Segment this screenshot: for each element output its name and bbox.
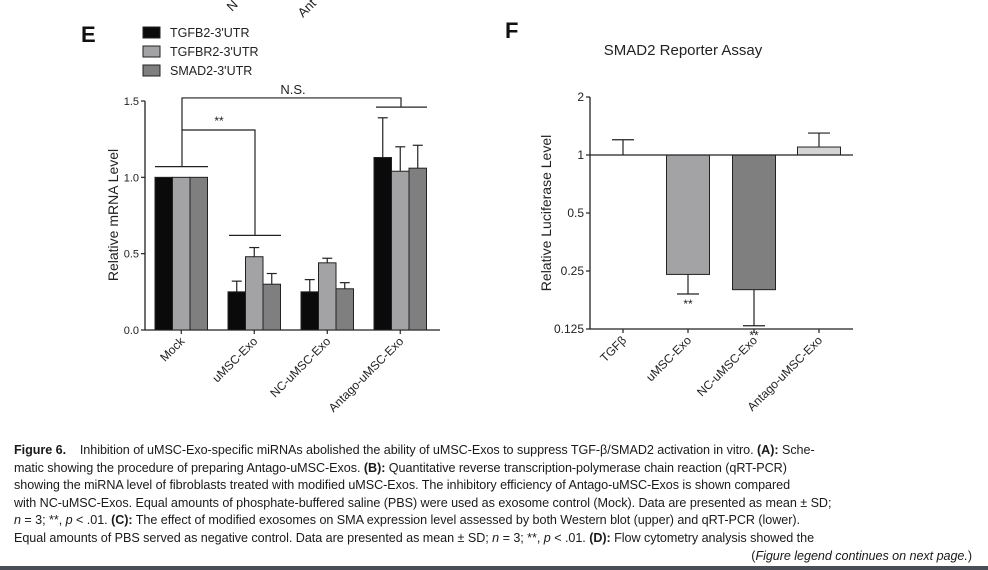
caption-bold-text: (B):	[363, 460, 386, 475]
caption-line: n = 3; **, p < .01. (C): The effect of m…	[14, 512, 972, 530]
bar	[172, 176, 191, 331]
bar	[189, 176, 208, 331]
y-axis-label: Relative mRNA Level	[105, 149, 121, 281]
caption-text: (	[751, 548, 756, 563]
caption-line: matic showing the procedure of preparing…	[14, 460, 972, 478]
caption-italic-text: p	[543, 530, 551, 545]
caption-text: Equal amounts of PBS served as negative …	[14, 530, 493, 545]
bar	[300, 291, 319, 331]
bar	[797, 146, 841, 156]
caption-text: = 3; **,	[20, 513, 66, 528]
figure-caption: Figure 6. Inhibition of uMSC-Exo-specifi…	[14, 442, 972, 565]
x-tick-label: uMSC-Exo	[209, 334, 260, 385]
caption-line: with NC-uMSC-Exos. Equal amounts of phos…	[14, 495, 972, 513]
caption-text: The effect of modified exosomes on SMA e…	[132, 513, 800, 528]
significance-label: **	[749, 329, 759, 343]
panel-f-chart: 0.125 0.25 0.5 1 2 Relative Luciferase Level T…	[538, 90, 853, 414]
caption-text: Flow cytometry analysis showed the	[610, 530, 815, 545]
legend-label: SMAD2-3'UTR	[170, 64, 252, 78]
bar	[245, 256, 264, 331]
bar	[732, 154, 776, 291]
bar	[318, 262, 337, 331]
caption-continuation: (Figure legend continues on next page.)	[14, 548, 972, 566]
bar	[262, 283, 281, 331]
page-bottom-rule	[0, 566, 988, 570]
bar	[154, 176, 173, 331]
caption-bold-text: (A):	[757, 443, 779, 457]
x-tick-label: Antago-uMSC-Exo	[326, 334, 407, 415]
caption-text: < .01.	[550, 530, 590, 545]
caption-bold-text: (D):	[589, 530, 611, 545]
legend-swatch	[142, 64, 161, 77]
x-tick-label: Mock	[157, 334, 188, 365]
caption-italic-text: n	[14, 513, 21, 528]
caption-line: Figure 6. Inhibition of uMSC-Exo-specifi…	[14, 442, 972, 460]
y-tick-label: 0.125	[554, 322, 584, 336]
top-cutoff-labels: N Ant	[224, 0, 320, 20]
caption-text: Quantitative reverse transcription-polym…	[385, 460, 787, 475]
x-tick-label: uMSC-Exo	[643, 333, 694, 384]
legend-label: TGFB2-3'UTR	[170, 26, 249, 40]
y-tick-label: 1.5	[124, 96, 139, 108]
panel-f-title: SMAD2 Reporter Assay	[604, 42, 763, 59]
panel-e: E TGFB2-3'UTR TGFBR2-3'UTR SMAD2-3'UTR 0.0…	[81, 22, 440, 415]
bar	[335, 288, 354, 331]
caption-text: Inhibition of uMSC-Exo-specific miRNAs a…	[66, 443, 758, 457]
panel-f-label: F	[505, 18, 518, 43]
caption-italic-text: n	[492, 530, 500, 545]
cutoff-label-2: Ant	[295, 0, 320, 20]
x-tick-label: TGFβ	[597, 333, 629, 365]
caption-bold-text: Figure 6.	[14, 443, 67, 457]
bar	[391, 170, 410, 331]
significance-label: **	[214, 114, 224, 128]
x-tick-label: NC-uMSC-Exo	[694, 333, 760, 399]
y-tick-label: 1	[577, 148, 584, 162]
bar	[227, 291, 246, 331]
y-tick-label: 2	[577, 90, 584, 104]
caption-line: showing the miRNA level of fibroblasts t…	[14, 477, 972, 495]
caption-text: Sche-	[778, 443, 815, 457]
legend-label: TGFBR2-3'UTR	[170, 45, 259, 59]
caption-line: Equal amounts of PBS served as negative …	[14, 530, 972, 548]
panel-f: F SMAD2 Reporter Assay 0.125 0.25 0.5 1 2 Rel…	[505, 18, 853, 414]
cutoff-label-1: N	[224, 0, 241, 14]
caption-text: with NC-uMSC-Exos. Equal amounts of phos…	[14, 495, 832, 510]
caption-italic-text: Figure legend continues on next page.	[755, 548, 968, 563]
caption-text: < .01.	[72, 513, 112, 528]
caption-text: showing the miRNA level of fibroblasts t…	[14, 478, 791, 493]
significance-bracket	[181, 129, 256, 236]
y-tick-label: 0.5	[124, 249, 139, 261]
legend-swatch	[142, 45, 161, 58]
legend-swatch	[142, 26, 161, 39]
panel-e-label: E	[81, 22, 96, 47]
caption-bold-text: (C):	[111, 513, 133, 528]
y-tick-label: 1.0	[124, 172, 139, 184]
bar	[408, 167, 427, 331]
significance-label: N.S.	[280, 82, 305, 97]
significance-bracket	[181, 97, 402, 131]
caption-italic-text: p	[65, 513, 73, 528]
significance-label: **	[683, 297, 693, 311]
x-tick-label: NC-uMSC-Exo	[267, 334, 333, 400]
y-tick-label: 0.0	[124, 325, 139, 337]
panel-e-legend: TGFB2-3'UTR TGFBR2-3'UTR SMAD2-3'UTR	[142, 26, 259, 78]
caption-text: matic showing the procedure of preparing…	[14, 460, 364, 475]
bar	[666, 154, 710, 275]
caption-text: = 3; **,	[499, 530, 544, 545]
bar	[373, 156, 392, 331]
panel-e-chart: 0.0 0.5 1.0 1.5 Relative mRNA Level Mock uMSC-…	[105, 82, 440, 415]
y-tick-label: 0.25	[561, 264, 585, 278]
y-tick-label: 0.5	[567, 206, 584, 220]
y-axis-label: Relative Luciferase Level	[538, 135, 554, 291]
caption-text: )	[967, 548, 972, 563]
